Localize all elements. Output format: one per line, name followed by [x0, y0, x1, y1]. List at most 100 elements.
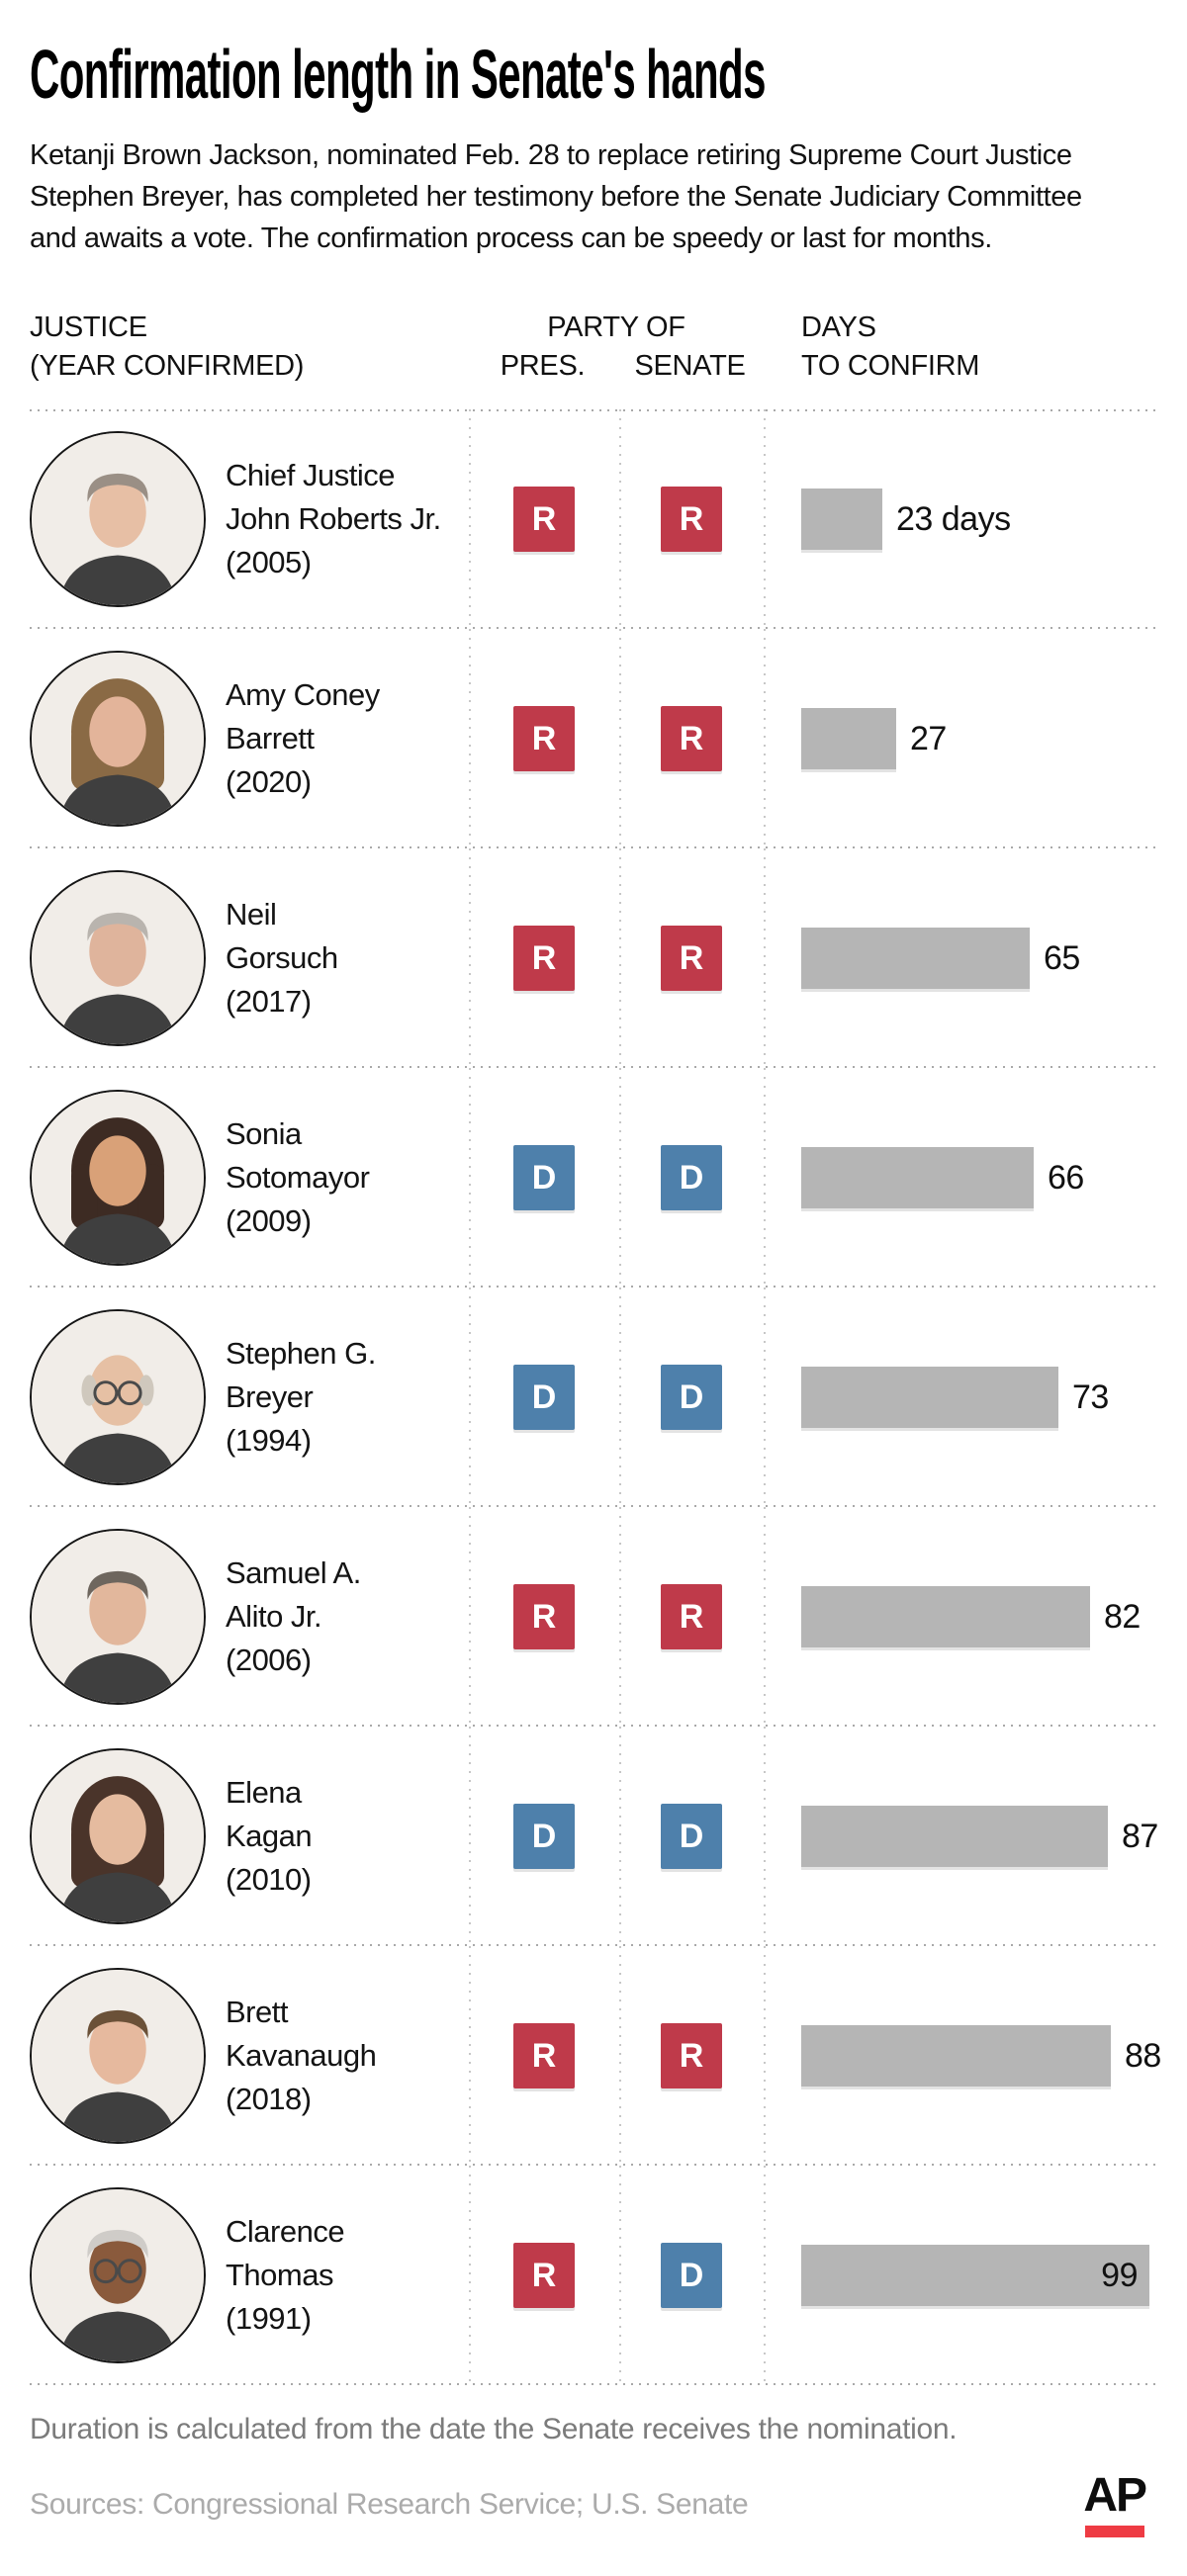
- justice-name: Chief Justice John Roberts Jr. (2005): [226, 454, 441, 584]
- days-value: 88: [1125, 2036, 1161, 2075]
- justice-name-line: Chief Justice: [226, 458, 395, 493]
- party-badge-president: R: [513, 926, 575, 992]
- justice-name-line: Sonia: [226, 1116, 302, 1152]
- ap-logo: AP: [1083, 2469, 1147, 2538]
- party-badge-president: R: [513, 487, 575, 553]
- days-cell: 65: [764, 848, 1157, 1069]
- days-value: 27: [910, 719, 947, 757]
- party-badge-senate: R: [661, 1584, 722, 1650]
- party-pres-cell: R: [469, 629, 619, 849]
- party-pres-cell: R: [469, 1946, 619, 2167]
- table-row: Chief Justice John Roberts Jr. (2005) R R …: [30, 409, 1157, 630]
- party-badge-senate: D: [661, 1145, 722, 1211]
- party-badge-senate: R: [661, 487, 722, 553]
- justice-cell: Amy Coney Barrett (2020): [30, 629, 469, 848]
- subtitle-line: Stephen Breyer, has completed her testim…: [30, 181, 1082, 214]
- days-bar: 99: [801, 2245, 1149, 2307]
- party-badge-senate: R: [661, 2023, 722, 2089]
- justice-cell: Samuel A. Alito Jr. (2006): [30, 1507, 469, 1727]
- subtitle: Ketanji Brown Jackson, nominated Feb. 28…: [30, 134, 1157, 259]
- col-header-days-group: DAYS TO CONFIRM: [764, 309, 1157, 386]
- party-badge-president: R: [513, 2243, 575, 2309]
- party-pres-cell: D: [469, 1727, 619, 1947]
- party-badge-senate: R: [661, 926, 722, 992]
- table-row: Brett Kavanaugh (2018) R R 88: [30, 1946, 1161, 2167]
- days-bar: [801, 708, 896, 770]
- justice-photo: [30, 1090, 206, 1267]
- party-badge-senate: D: [661, 2243, 722, 2309]
- justice-name-line: Elena: [226, 1775, 302, 1811]
- justice-name-line: John Roberts Jr.: [226, 501, 441, 537]
- days-value: 23 days: [896, 499, 1011, 538]
- party-senate-cell: R: [619, 848, 764, 1069]
- justice-cell: Chief Justice John Roberts Jr. (2005): [30, 409, 469, 629]
- justice-photo: [30, 1968, 206, 2145]
- justice-name-line: Breyer: [226, 1379, 314, 1415]
- justice-name: Brett Kavanaugh (2018): [226, 1991, 377, 2121]
- justice-name-line: (2006): [226, 1643, 312, 1678]
- party-senate-cell: R: [619, 629, 764, 849]
- days-bar: [801, 2025, 1111, 2087]
- party-pres-cell: R: [469, 2166, 619, 2386]
- justice-name-line: Alito Jr.: [226, 1599, 322, 1635]
- justice-name-line: Stephen G.: [226, 1336, 376, 1372]
- justice-name-line: Sotomayor: [226, 1160, 370, 1196]
- days-bar: [801, 1367, 1058, 1429]
- days-cell: 87: [764, 1727, 1158, 1947]
- footer: Sources: Congressional Research Service;…: [30, 2469, 1157, 2538]
- table-row: Clarence Thomas (1991) R D 99: [30, 2166, 1157, 2386]
- party-badge-president: R: [513, 706, 575, 772]
- justice-name: Samuel A. Alito Jr. (2006): [226, 1552, 361, 1682]
- justice-name: Stephen G. Breyer (1994): [226, 1332, 376, 1463]
- party-pres-cell: R: [469, 848, 619, 1069]
- column-headers: JUSTICE (YEAR CONFIRMED) PARTY OF PRES. …: [30, 309, 1157, 386]
- party-badge-senate: D: [661, 1365, 722, 1431]
- justice-name-line: (2005): [226, 545, 312, 580]
- justice-name-line: (1991): [226, 2301, 312, 2337]
- justice-name-line: Neil: [226, 897, 277, 933]
- table-row: Amy Coney Barrett (2020) R R 27: [30, 629, 1157, 849]
- party-badge-president: D: [513, 1804, 575, 1870]
- justice-name-line: (2009): [226, 1203, 312, 1239]
- subtitle-line: and awaits a vote. The confirmation proc…: [30, 222, 992, 255]
- ap-logo-text: AP: [1083, 2469, 1147, 2523]
- col-header-justice-group: JUSTICE (YEAR CONFIRMED): [30, 309, 469, 386]
- table-row: Samuel A. Alito Jr. (2006) R R 82: [30, 1507, 1157, 1728]
- ap-logo-red-bar: [1084, 2526, 1144, 2538]
- party-senate-cell: R: [619, 409, 764, 630]
- days-value: 66: [1048, 1158, 1084, 1197]
- party-senate-cell: R: [619, 1946, 764, 2167]
- party-badge-senate: R: [661, 706, 722, 772]
- page-title: Confirmation length in Senate's hands: [30, 36, 766, 113]
- days-value: 65: [1044, 938, 1080, 977]
- party-senate-cell: D: [619, 1068, 764, 1288]
- justice-name: Neil Gorsuch (2017): [226, 893, 338, 1023]
- table-row: Sonia Sotomayor (2009) D D 66: [30, 1068, 1157, 1288]
- party-pres-cell: R: [469, 1507, 619, 1728]
- days-cell: 73: [764, 1288, 1157, 1508]
- party-badge-president: R: [513, 1584, 575, 1650]
- party-pres-cell: R: [469, 409, 619, 630]
- days-cell: 99: [764, 2166, 1157, 2386]
- justice-name-line: Kagan: [226, 1819, 313, 1854]
- sources: Sources: Congressional Research Service;…: [30, 2488, 749, 2522]
- justice-photo: [30, 1529, 206, 1706]
- justice-name: Sonia Sotomayor (2009): [226, 1112, 370, 1243]
- justices-table: Chief Justice John Roberts Jr. (2005) R R …: [0, 409, 1187, 2386]
- days-cell: 23 days: [764, 409, 1157, 630]
- party-badge-senate: D: [661, 1804, 722, 1870]
- days-cell: 82: [764, 1507, 1157, 1728]
- col-header-year-confirmed: (YEAR CONFIRMED): [30, 350, 305, 383]
- subtitle-line: Ketanji Brown Jackson, nominated Feb. 28…: [30, 139, 1072, 172]
- justice-cell: Brett Kavanaugh (2018): [30, 1946, 469, 2166]
- justice-photo: [30, 1309, 206, 1486]
- days-cell: 27: [764, 629, 1157, 849]
- justice-name-line: Brett: [226, 1995, 288, 2030]
- days-bar: [801, 1806, 1108, 1868]
- col-header-justice: JUSTICE: [30, 311, 147, 344]
- party-badge-president: D: [513, 1365, 575, 1431]
- justice-name-line: Thomas: [226, 2258, 333, 2293]
- days-cell: 66: [764, 1068, 1157, 1288]
- justice-name-line: Kavanaugh: [226, 2038, 377, 2074]
